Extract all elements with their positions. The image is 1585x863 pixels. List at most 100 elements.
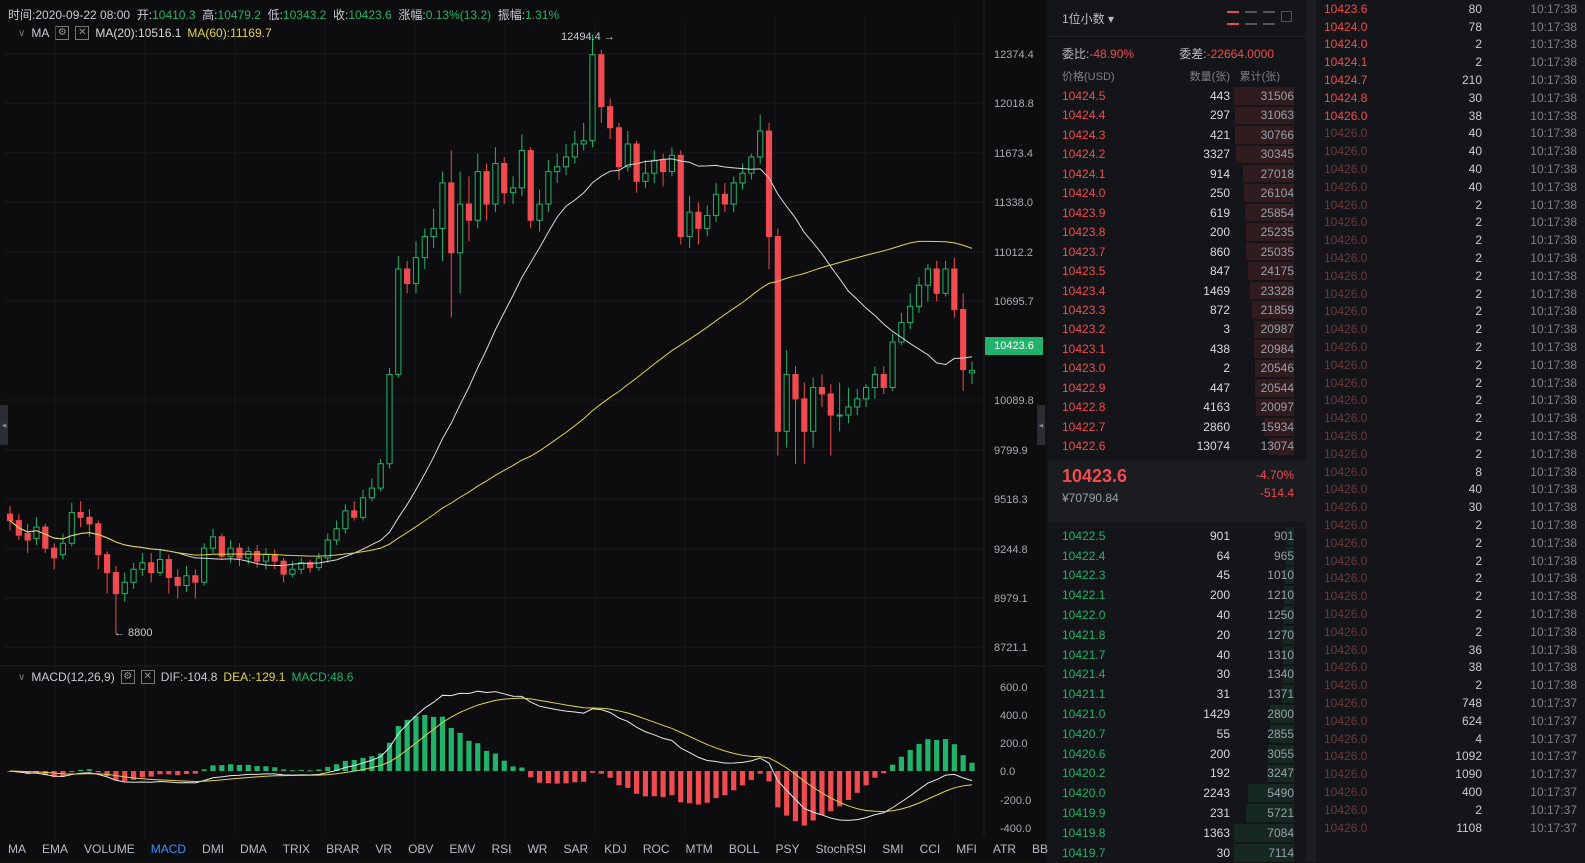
tab-atr[interactable]: ATR [992,842,1017,856]
gear-icon[interactable]: ⚙ [120,670,135,684]
macd-histogram-bar [148,771,154,777]
trade-qty: 2 [1475,215,1482,230]
ma-legend: ∨ MA ⚙ ✕ MA(20):10516.1 MA(60):11169.7 [18,26,272,40]
tab-vr[interactable]: VR [375,842,393,856]
book-both-icon[interactable] [1227,11,1239,25]
ask-row[interactable]: 10424.3 421 30766 [1048,125,1306,144]
tab-macd[interactable]: MACD [150,842,187,856]
bid-row[interactable]: 10422.1 200 1210 [1048,585,1306,605]
ask-row[interactable]: 10424.4 297 31063 [1048,106,1306,125]
bid-row[interactable]: 10420.7 55 2855 [1048,724,1306,744]
ask-row[interactable]: 10424.0 250 26104 [1048,183,1306,202]
tab-boll[interactable]: BOLL [728,842,760,856]
bid-row[interactable]: 10420.0 2243 5490 [1048,783,1306,803]
trade-row: 10426.0 2 10:17:38 [1316,392,1585,410]
tab-roc[interactable]: ROC [642,842,670,856]
trade-row: 10426.0 2 10:17:38 [1316,427,1585,445]
bid-row[interactable]: 10421.8 20 1270 [1048,625,1306,645]
ask-row[interactable]: 10422.7 2860 15934 [1048,417,1306,436]
panel-divider[interactable] [1306,0,1316,862]
trade-price: 10424.1 [1324,55,1368,70]
trade-price: 10426.0 [1324,731,1368,746]
trade-row: 10426.0 2 10:17:38 [1316,320,1585,338]
close-icon[interactable]: ✕ [75,26,90,40]
candlestick-chart[interactable]: 12374.4 12018.8 11673.4 11338.0 11012.2 10695… [0,0,1045,862]
bid-row[interactable]: 10422.5 901 901 [1048,526,1306,546]
ask-row[interactable]: 10422.9 447 20544 [1048,378,1306,397]
tab-sar[interactable]: SAR [563,842,589,856]
ask-row[interactable]: 10423.1 438 20984 [1048,339,1306,358]
price-cell: 10423.5 [1062,264,1106,279]
bid-row[interactable]: 10420.2 192 3247 [1048,764,1306,784]
bid-row[interactable]: 10421.1 31 1371 [1048,684,1306,704]
trade-time: 10:17:38 [1530,55,1577,70]
ask-row[interactable]: 10423.5 847 24175 [1048,261,1306,280]
tab-ma[interactable]: MA [8,842,26,856]
tab-smi[interactable]: SMI [882,842,904,856]
gear-icon[interactable]: ⚙ [55,26,70,40]
ask-row[interactable]: 10423.2 3 20987 [1048,320,1306,339]
bid-row[interactable]: 10419.8 1363 7084 [1048,823,1306,843]
trade-qty: 40 [1468,179,1482,194]
ask-row[interactable]: 10423.9 619 25854 [1048,203,1306,222]
tab-rsi[interactable]: RSI [491,842,512,856]
candle-body [42,526,49,549]
ask-row[interactable]: 10424.2 3327 30345 [1048,145,1306,164]
ask-row[interactable]: 10423.7 860 25035 [1048,242,1306,261]
macd-histogram-bar [695,771,702,805]
ask-row[interactable]: 10424.5 443 31506 [1048,86,1306,105]
candle-body [483,171,490,205]
ask-row[interactable]: 10422.6 13074 13074 [1048,437,1306,456]
tab-mfi[interactable]: MFI [956,842,977,856]
ask-row[interactable]: 10423.8 200 25235 [1048,222,1306,241]
trade-qty: 40 [1468,126,1482,141]
chart-panel[interactable]: 时间:2020-09-22 08:00 开:10410.3 高:10479.2 … [0,0,1149,862]
chevron-down-icon[interactable]: ∨ [18,671,26,683]
bid-row[interactable]: 10422.4 64 965 [1048,546,1306,566]
tab-wr[interactable]: WR [527,842,548,856]
bid-row[interactable]: 10421.0 1429 2800 [1048,704,1306,724]
bid-row[interactable]: 10421.4 30 1340 [1048,665,1306,685]
price-cell: 10422.1 [1062,588,1106,603]
collapse-right-icon[interactable]: ◂ [1037,405,1045,445]
chevron-down-icon[interactable]: ∨ [18,27,26,39]
tab-psy[interactable]: PSY [775,842,800,856]
close-icon[interactable]: ✕ [140,670,155,684]
tab-brar[interactable]: BRAR [326,842,360,856]
candle-body [377,463,384,489]
trade-qty: 748 [1461,695,1482,710]
ask-row[interactable]: 10423.4 1469 23328 [1048,281,1306,300]
bid-row[interactable]: 10421.7 40 1310 [1048,645,1306,665]
tab-emv[interactable]: EMV [449,842,476,856]
collapse-left-icon[interactable]: ◂ [0,405,8,445]
bid-row[interactable]: 10420.6 200 3055 [1048,744,1306,764]
candle-body [810,386,817,432]
precision-select[interactable]: 1位小数 ▾ [1062,11,1115,26]
macd-histogram-bar [616,771,622,786]
ask-row[interactable]: 10423.0 2 20546 [1048,359,1306,378]
tab-mtm[interactable]: MTM [685,842,713,856]
tab-obv[interactable]: OBV [408,842,434,856]
book-asks-icon[interactable] [1263,11,1275,25]
tab-kdj[interactable]: KDJ [604,842,627,856]
tab-ema[interactable]: EMA [42,842,69,856]
tab-cci[interactable]: CCI [919,842,941,856]
tab-trix[interactable]: TRIX [282,842,311,856]
tab-dmi[interactable]: DMI [202,842,225,856]
tab-dma[interactable]: DMA [240,842,267,856]
ask-row[interactable]: 10423.3 872 21859 [1048,300,1306,319]
trade-row: 10426.0 2 10:17:38 [1316,231,1585,249]
expand-icon[interactable] [1281,11,1292,22]
book-bids-icon[interactable] [1245,11,1257,25]
ask-row[interactable]: 10422.8 4163 20097 [1048,398,1306,417]
bid-row[interactable]: 10419.7 30 7114 [1048,843,1306,863]
bid-row[interactable]: 10419.9 231 5721 [1048,803,1306,823]
macd-histogram-bar [501,760,507,771]
tab-volume[interactable]: VOLUME [84,842,135,856]
ask-row[interactable]: 10424.1 914 27018 [1048,164,1306,183]
price-cell: 10424.1 [1062,166,1106,181]
tab-stochrsi[interactable]: StochRSI [815,842,867,856]
bid-row[interactable]: 10422.3 45 1010 [1048,566,1306,586]
macd-histogram-bar [845,771,852,800]
bid-row[interactable]: 10422.0 40 1250 [1048,605,1306,625]
